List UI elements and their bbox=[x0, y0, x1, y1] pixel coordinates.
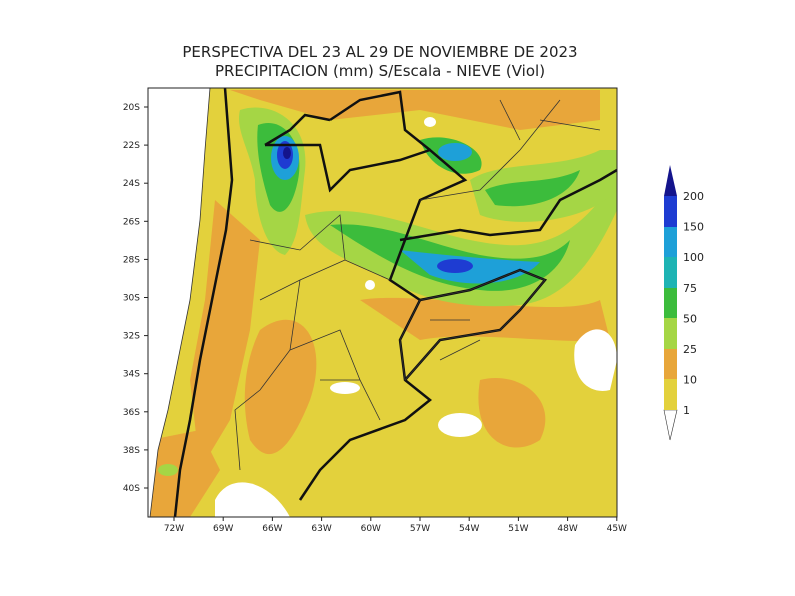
lon-label: 54W bbox=[459, 524, 479, 534]
lat-label: 22S bbox=[123, 141, 140, 151]
lon-label: 69W bbox=[213, 524, 233, 534]
legend-label: 75 bbox=[683, 282, 697, 295]
legend-label: 25 bbox=[683, 343, 697, 356]
lat-label: 32S bbox=[123, 332, 140, 342]
map bbox=[148, 88, 617, 517]
lat-label: 38S bbox=[123, 446, 140, 456]
legend-label: 50 bbox=[683, 312, 697, 325]
lon-label: 60W bbox=[361, 524, 381, 534]
legend-label: 1 bbox=[683, 404, 690, 417]
lat-label: 20S bbox=[123, 103, 140, 113]
title-line-2: PRECIPITACION (mm) S/Escala - NIEVE (Vio… bbox=[215, 62, 545, 80]
lon-label: 45W bbox=[607, 524, 627, 534]
lat-label: 26S bbox=[123, 217, 140, 227]
legend-label: 100 bbox=[683, 251, 704, 264]
map-frame bbox=[147, 87, 618, 518]
lon-label: 66W bbox=[262, 524, 282, 534]
lon-label: 48W bbox=[557, 524, 577, 534]
lon-label: 51W bbox=[508, 524, 528, 534]
lat-label: 28S bbox=[123, 255, 140, 265]
lat-label: 40S bbox=[123, 484, 140, 494]
lat-axis: 20S 22S 24S 26S 28S 30S 32S 34S 36S 38S 40S bbox=[123, 103, 148, 494]
legend: 200 150 100 75 50 25 10 1 bbox=[663, 165, 704, 441]
lat-label: 34S bbox=[123, 370, 140, 380]
lat-label: 30S bbox=[123, 294, 140, 304]
lon-axis: 72W 69W 66W 63W 60W 57W 54W 51W 48W 45W bbox=[164, 517, 627, 534]
lon-label: 72W bbox=[164, 524, 184, 534]
lon-label: 57W bbox=[410, 524, 430, 534]
legend-label: 10 bbox=[683, 374, 697, 387]
lat-label: 36S bbox=[123, 408, 140, 418]
lon-label: 63W bbox=[311, 524, 331, 534]
lat-label: 24S bbox=[123, 179, 140, 189]
title-line-1: PERSPECTIVA DEL 23 AL 29 DE NOVIEMBRE DE… bbox=[182, 43, 577, 61]
legend-label: 200 bbox=[683, 190, 704, 203]
legend-label: 150 bbox=[683, 221, 704, 234]
